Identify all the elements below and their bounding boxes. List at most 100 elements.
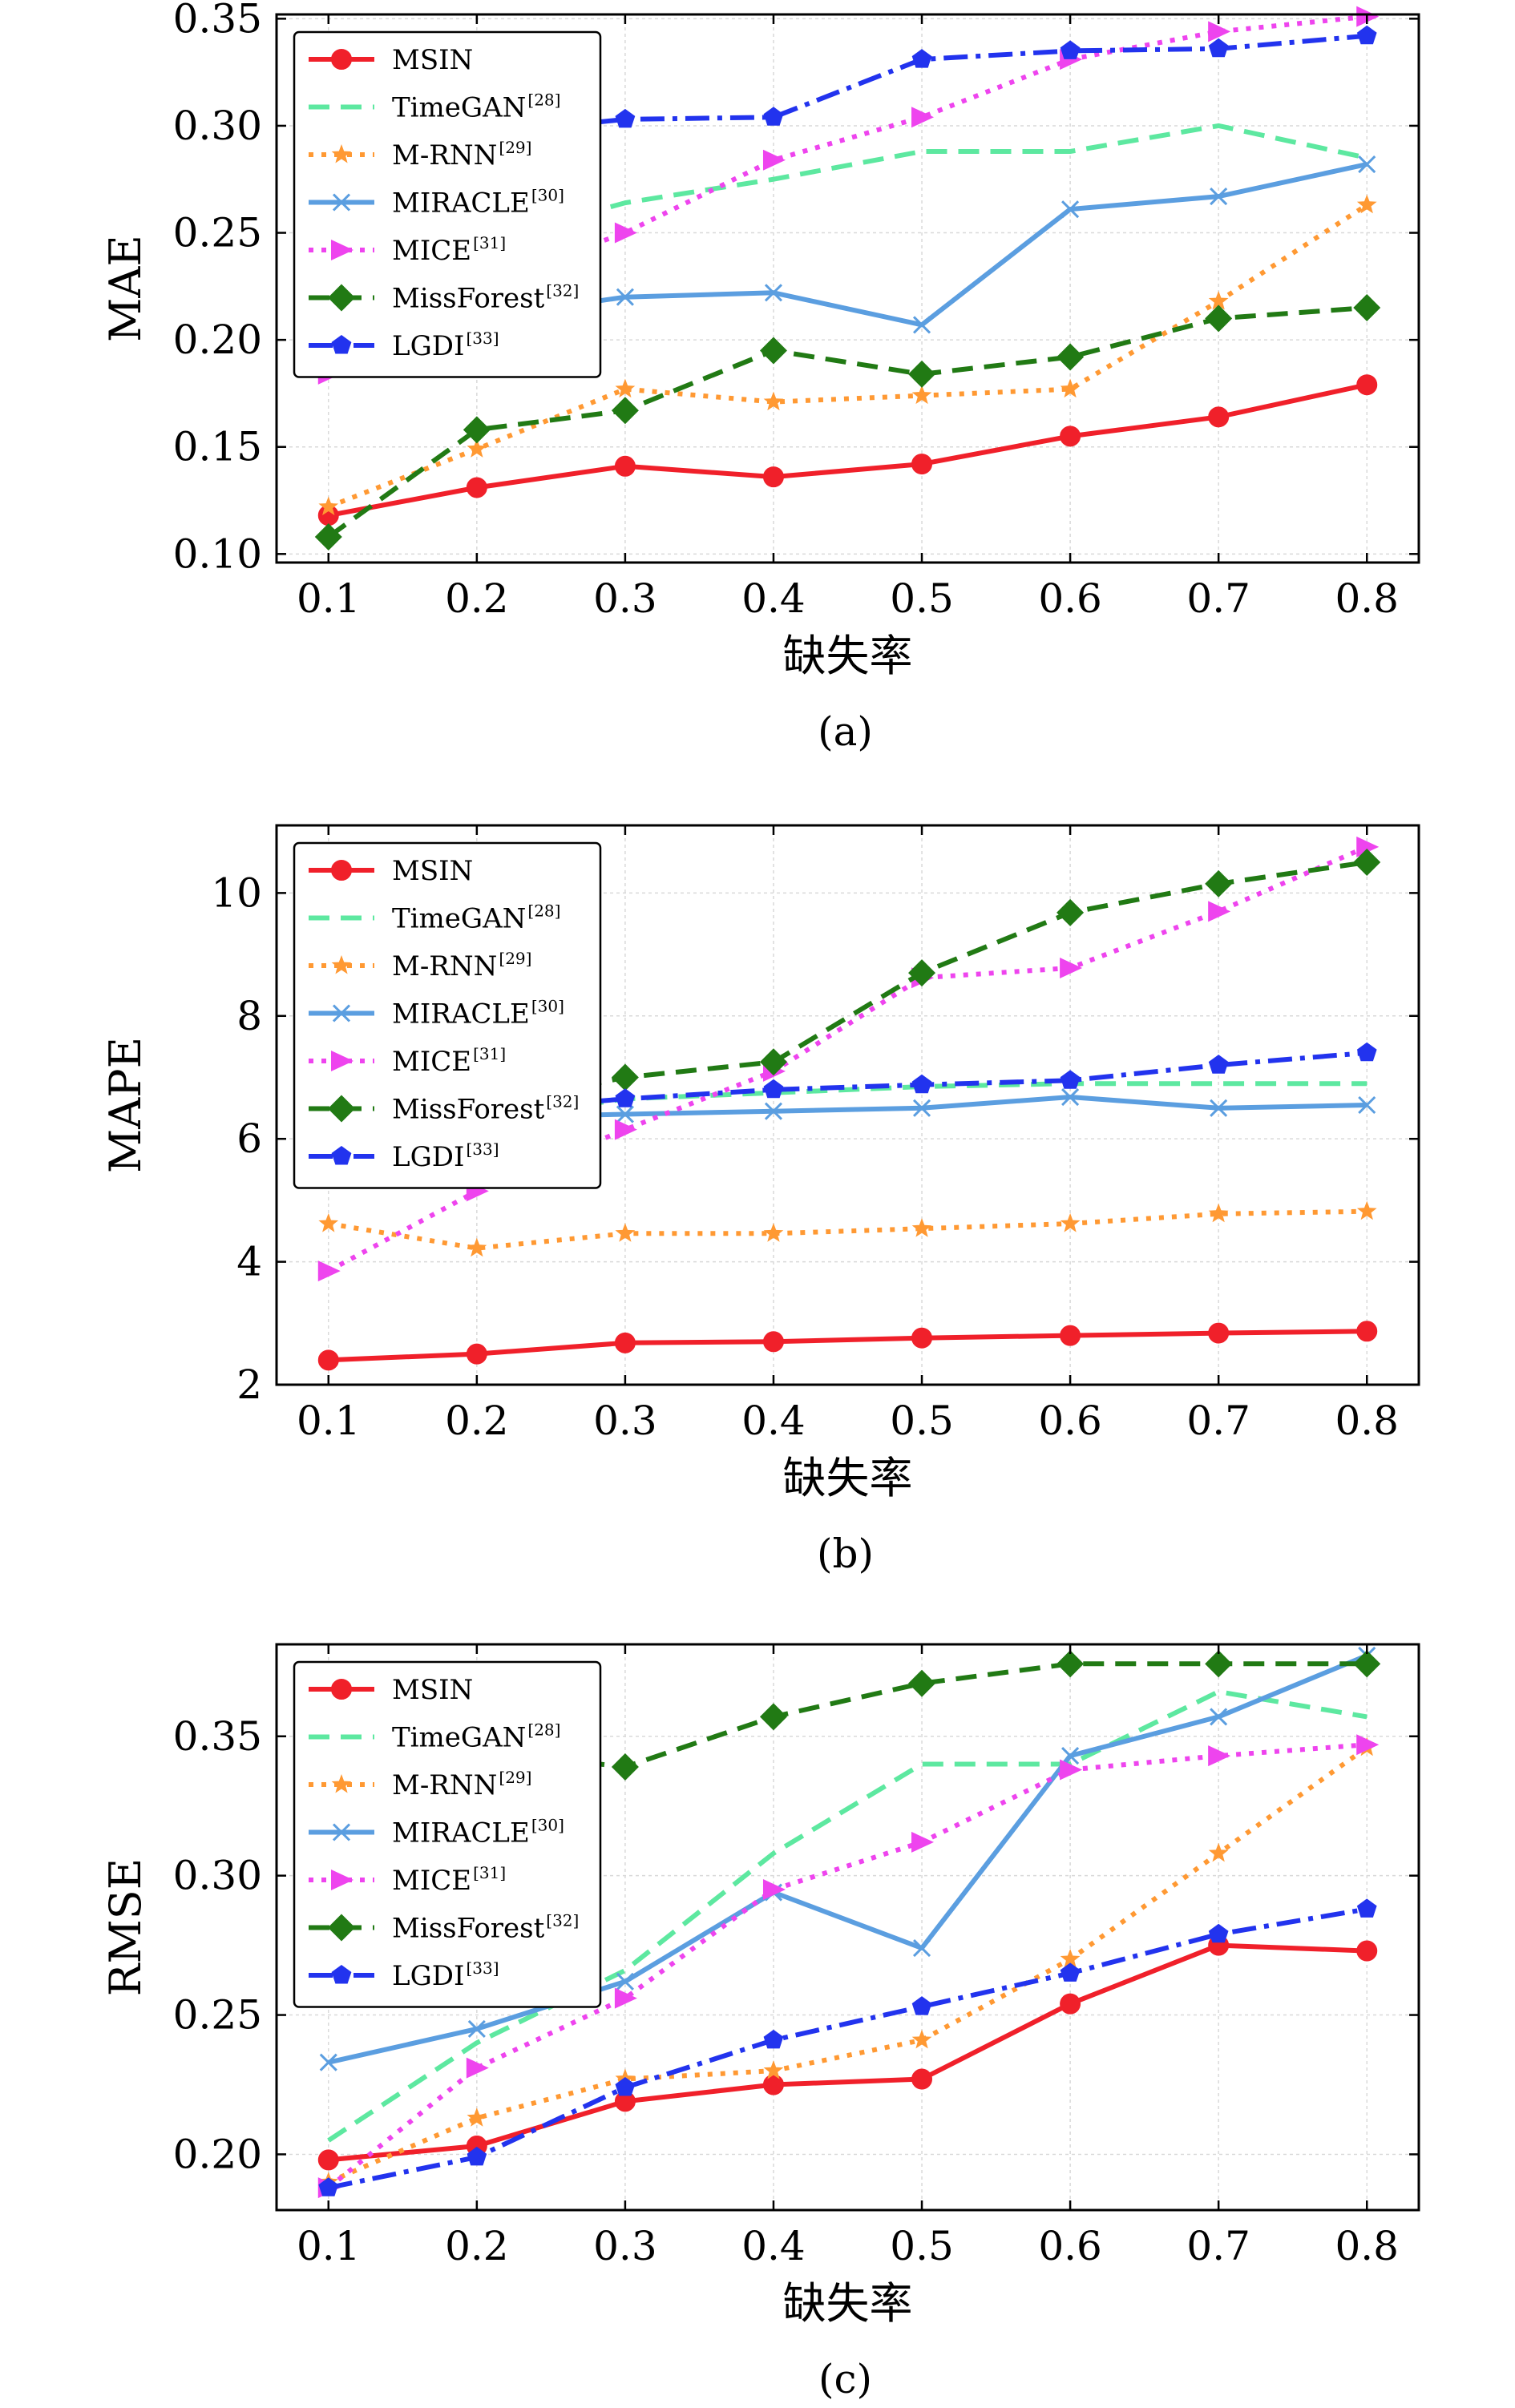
marker-m-rnn xyxy=(467,438,487,458)
chart-panel-1: 0.1 0.2 0.3 0.4 0.5 0.6 0.7 0.8 0.10 0.15 0.20 0.25… xyxy=(100,0,1420,755)
marker-msin xyxy=(466,477,487,498)
x-tick-label: 0.5 xyxy=(890,2223,954,2269)
plot-frame xyxy=(275,824,1420,1386)
marker-m-rnn xyxy=(1356,1200,1377,1220)
x-axis-title: 缺失率 xyxy=(783,1453,913,1503)
marker-m-rnn xyxy=(1060,1213,1081,1232)
legend-entry-missforest: MissForest [32] xyxy=(309,1911,579,1945)
legend-label: MSIN xyxy=(392,44,473,76)
plot-frame xyxy=(275,1643,1420,2212)
marker-msin xyxy=(331,1679,352,1700)
marker-lgdi xyxy=(1356,1042,1377,1062)
legend-entry-miracle: MIRACLE [30] xyxy=(309,1816,564,1849)
legend-label: LGDI xyxy=(392,330,464,362)
marker-m-rnn xyxy=(911,2029,932,2049)
marker-missforest xyxy=(1205,869,1233,897)
legend-ref: [28] xyxy=(527,91,560,110)
y-axis-title: MAE xyxy=(100,235,151,342)
legend-box xyxy=(293,1660,602,2008)
marker-missforest xyxy=(1056,1650,1085,1678)
marker-m-rnn xyxy=(763,2060,784,2079)
marker-lgdi xyxy=(467,2146,487,2166)
marker-mice xyxy=(1060,1759,1083,1781)
legend-label: MIRACLE xyxy=(392,188,530,220)
series-line-lgdi xyxy=(328,1906,1368,2191)
marker-msin xyxy=(1208,406,1230,428)
legend-label: MICE xyxy=(392,1046,471,1078)
legend-entry-timegan: TimeGAN [28] xyxy=(309,91,560,124)
marker-missforest xyxy=(908,959,936,987)
marker-m-rnn xyxy=(467,2108,487,2127)
marker-miracle xyxy=(332,193,351,212)
x-tick-label: 0.3 xyxy=(593,2223,657,2269)
legend-ref: [28] xyxy=(527,901,560,921)
marker-missforest xyxy=(463,416,491,444)
y-tick-label: 8 xyxy=(236,993,262,1039)
marker-mice xyxy=(614,222,637,244)
marker-miracle xyxy=(912,1099,931,1117)
marker-m-rnn xyxy=(1060,378,1081,398)
marker-missforest xyxy=(1205,1650,1233,1678)
marker-lgdi xyxy=(1060,40,1081,59)
marker-miracle xyxy=(912,1939,931,1958)
x-axis-title: 缺失率 xyxy=(783,2278,913,2329)
x-tick-label: 0.7 xyxy=(1186,1398,1250,1444)
x-tick-label: 0.8 xyxy=(1335,575,1399,622)
marker-miracle xyxy=(616,1972,634,1991)
marker-mice xyxy=(1208,1745,1231,1767)
legend-label: M-RNN xyxy=(392,950,497,982)
legend-ref: [31] xyxy=(473,1863,506,1882)
y-tick-label: 0.35 xyxy=(173,1713,262,1760)
marker-msin xyxy=(911,454,933,475)
marker-lgdi xyxy=(1356,25,1377,45)
series-line-msin xyxy=(328,1942,1368,2163)
legend-ref: [30] xyxy=(531,186,564,205)
marker-missforest xyxy=(611,1753,639,1781)
series-missforest xyxy=(314,294,1381,551)
marker-miracle xyxy=(1061,1087,1080,1107)
marker-missforest xyxy=(759,1703,787,1731)
marker-msin xyxy=(1356,1940,1378,1962)
legend-entry-lgdi: LGDI [33] xyxy=(309,1139,499,1173)
marker-mice xyxy=(911,1831,935,1853)
x-tick-label: 0.5 xyxy=(890,575,954,622)
marker-missforest xyxy=(611,1063,639,1091)
series-line-lgdi xyxy=(328,1050,1368,1132)
marker-msin xyxy=(331,860,352,881)
marker-miracle xyxy=(1358,1095,1376,1115)
marker-msin xyxy=(317,2149,339,2171)
marker-m-rnn xyxy=(1356,194,1377,214)
marker-lgdi xyxy=(1208,38,1229,58)
series-msin xyxy=(317,1934,1378,2171)
x-tick-label: 0.4 xyxy=(741,1398,806,1444)
marker-m-rnn xyxy=(1208,1842,1229,1862)
marker-m-rnn xyxy=(331,1774,352,1793)
legend-entry-missforest: MissForest [32] xyxy=(309,1092,579,1126)
x-tick-label: 0.7 xyxy=(1186,575,1250,622)
x-axis-title: 缺失率 xyxy=(783,631,913,681)
y-tick-label: 0.30 xyxy=(173,1853,262,1899)
series-line-m-rnn xyxy=(327,203,1368,510)
x-tick-label: 0.2 xyxy=(445,1398,509,1444)
marker-msin xyxy=(1060,1993,1081,2015)
legend-label: MissForest xyxy=(392,1094,545,1126)
x-tick-label: 0.4 xyxy=(741,575,806,622)
y-tick-label: 0.20 xyxy=(173,2131,262,2177)
series-line-timegan xyxy=(327,1689,1368,2143)
marker-lgdi xyxy=(1060,1962,1081,1982)
legend-ref: [30] xyxy=(531,1816,564,1835)
legend-ref: [33] xyxy=(466,329,499,348)
series-msin xyxy=(317,1321,1378,1371)
marker-missforest xyxy=(328,284,355,312)
legend-label: M-RNN xyxy=(392,139,497,171)
x-tick-label: 0.3 xyxy=(593,575,657,622)
legend-ref: [32] xyxy=(546,281,579,300)
marker-m-rnn xyxy=(911,1218,932,1237)
marker-mice xyxy=(614,1119,637,1140)
marker-msin xyxy=(1060,1325,1081,1346)
y-tick-label: 0.25 xyxy=(173,1992,262,2039)
marker-mice xyxy=(331,240,354,260)
